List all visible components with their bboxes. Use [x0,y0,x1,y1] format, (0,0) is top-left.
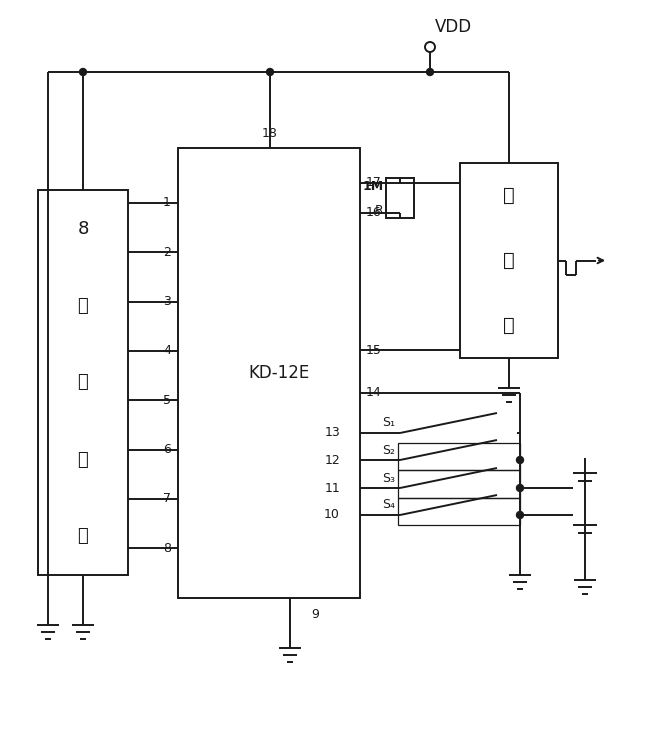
Text: KD-12E: KD-12E [249,364,310,382]
Circle shape [516,511,523,519]
Text: 位: 位 [77,297,89,314]
Text: 编: 编 [77,373,89,391]
Text: 8: 8 [163,542,171,555]
Bar [398,498,520,525]
Text: 11: 11 [324,481,340,494]
Bar [398,470,520,498]
Text: 射: 射 [503,251,515,270]
Bar [386,178,414,218]
Circle shape [79,69,87,75]
Text: 4: 4 [163,345,171,357]
Text: 1M: 1M [363,179,384,193]
Text: 9: 9 [311,608,319,621]
Text: S₁: S₁ [382,416,395,430]
Text: 10: 10 [324,508,340,522]
Text: 7: 7 [163,492,171,506]
Text: S₂: S₂ [382,444,395,457]
Circle shape [426,69,434,75]
Text: S₄: S₄ [382,498,395,511]
Bar [178,148,360,598]
Text: 机: 机 [503,316,515,335]
Text: S₃: S₃ [382,472,395,485]
Text: 码: 码 [77,450,89,469]
Text: 8: 8 [77,219,89,238]
Text: R: R [375,204,384,216]
Circle shape [266,69,273,75]
Text: 发: 发 [503,186,515,205]
Text: 16: 16 [366,207,381,219]
Circle shape [516,457,523,463]
Text: 1: 1 [163,196,171,210]
Text: 6: 6 [163,443,171,456]
Text: 14: 14 [366,387,381,399]
Text: 2: 2 [163,246,171,259]
Bar [398,443,520,470]
Text: 开: 开 [77,528,89,545]
Text: 12: 12 [324,453,340,466]
Text: 13: 13 [324,427,340,440]
Text: 3: 3 [163,295,171,308]
Text: 18: 18 [262,127,278,140]
Text: 17: 17 [366,176,382,190]
Text: 15: 15 [366,343,382,356]
Circle shape [516,485,523,492]
Bar [38,190,128,575]
Text: 5: 5 [163,394,171,407]
Text: VDD: VDD [435,18,472,36]
Bar [460,163,558,358]
